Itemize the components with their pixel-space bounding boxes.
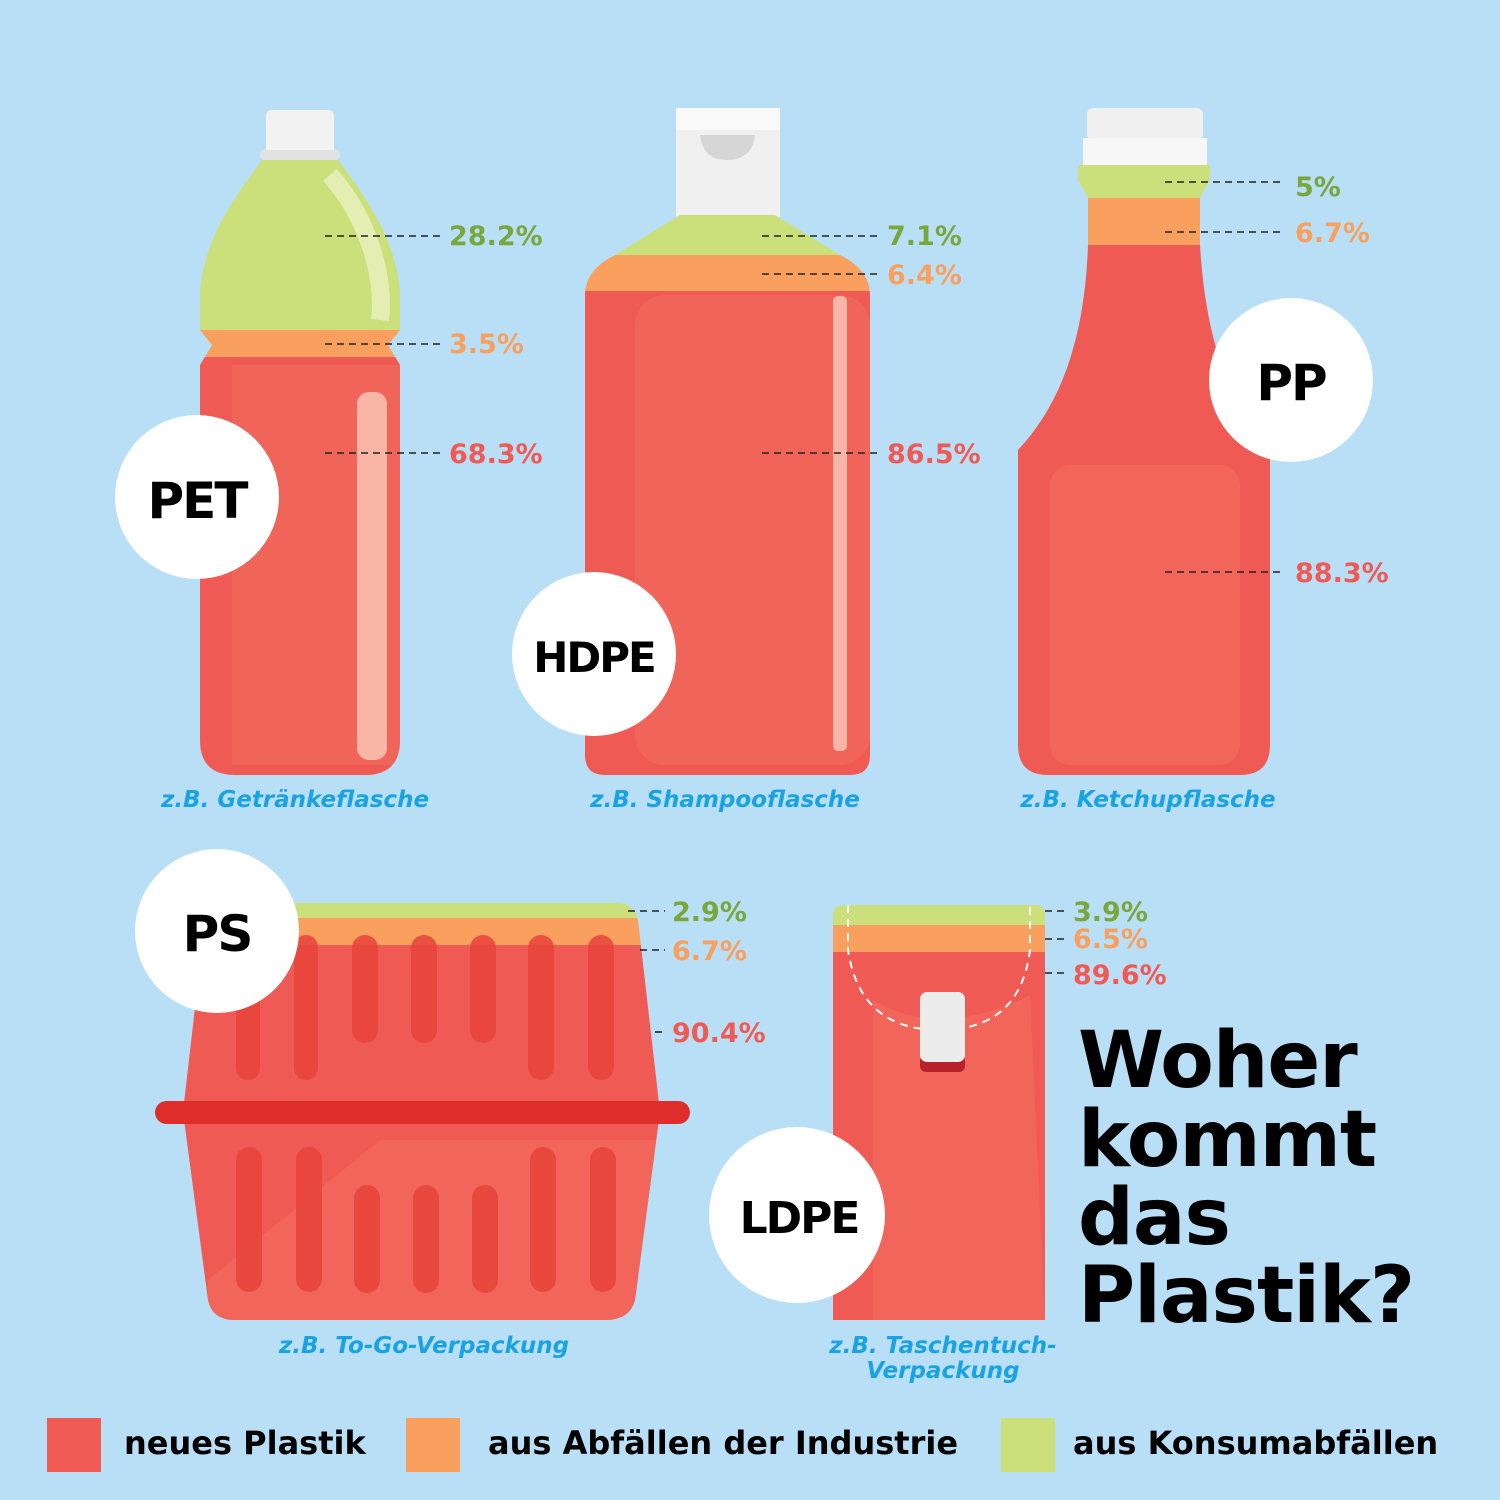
svg-text:PET: PET [148, 472, 249, 530]
svg-text:PP: PP [1256, 354, 1326, 412]
ps-badge: PS [135, 849, 299, 1013]
page-title: Woher kommt das Plastik? [1078, 1016, 1415, 1341]
ps-caption: z.B. To-Go-Verpackung [278, 1333, 569, 1359]
bottle-cap-icon [266, 110, 334, 155]
pp-consumer-label: 5% [1295, 172, 1341, 203]
svg-text:das: das [1078, 1173, 1230, 1263]
ketchup-cap-icon [1087, 108, 1203, 140]
ldpe-badge: LDPE [709, 1127, 885, 1303]
pp-new-label: 88.3% [1295, 558, 1389, 589]
legend-label-new: neues Plastik [124, 1424, 366, 1462]
ps-container [155, 903, 690, 1320]
svg-text:kommt: kommt [1078, 1095, 1376, 1185]
hdpe-industry-label: 6.4% [887, 260, 962, 291]
pet-badge: PET [115, 415, 279, 579]
ldpe-caption: z.B. Taschentuch- [828, 1333, 1056, 1359]
hdpe-consumer-label: 7.1% [887, 221, 962, 252]
pet-consumer-label: 28.2% [449, 221, 543, 252]
hdpe-badge: HDPE [512, 572, 676, 736]
ldpe-consumer-label: 3.9% [1073, 897, 1148, 928]
ps-industry-label: 6.7% [672, 936, 747, 967]
svg-text:PS: PS [183, 905, 252, 963]
ldpe-new-label: 89.6% [1073, 960, 1167, 991]
ps-new-label: 90.4% [672, 1018, 766, 1049]
svg-text:Plastik?: Plastik? [1078, 1251, 1414, 1341]
hdpe-bottle [585, 108, 870, 775]
svg-text:Woher: Woher [1078, 1016, 1358, 1106]
ps-consumer-label: 2.9% [672, 897, 747, 928]
legend-label-consumer: aus Konsumabfällen [1073, 1424, 1438, 1462]
legend-swatch-new [47, 1418, 101, 1472]
legend-swatch-industry [406, 1418, 460, 1472]
legend-swatch-consumer [1001, 1418, 1055, 1472]
hdpe-new-label: 86.5% [887, 439, 981, 470]
snap-button-icon [920, 992, 965, 1062]
legend-label-industry: aus Abfällen der Industrie [488, 1424, 958, 1462]
hdpe-caption: z.B. Shampooflasche [589, 787, 860, 813]
ldpe-caption-line2: Verpackung [866, 1358, 1019, 1384]
pet-new-label: 68.3% [449, 439, 543, 470]
pp-caption: z.B. Ketchupflasche [1019, 787, 1275, 813]
pet-caption: z.B. Getränkeflasche [160, 787, 429, 813]
svg-text:LDPE: LDPE [740, 1193, 859, 1244]
leader-lines [325, 181, 1285, 1033]
pp-badge: PP [1209, 298, 1373, 462]
percentage-labels: 28.2% 3.5% 68.3% 7.1% 6.4% 86.5% 5% 6.7%… [449, 172, 1389, 1049]
pp-industry-label: 6.7% [1295, 218, 1370, 249]
pet-industry-label: 3.5% [449, 329, 524, 360]
legend: neues Plastik aus Abfällen der Industrie… [47, 1418, 1438, 1472]
svg-text:HDPE: HDPE [533, 633, 655, 682]
ldpe-industry-label: 6.5% [1073, 924, 1148, 955]
pp-bottle [1018, 108, 1270, 775]
